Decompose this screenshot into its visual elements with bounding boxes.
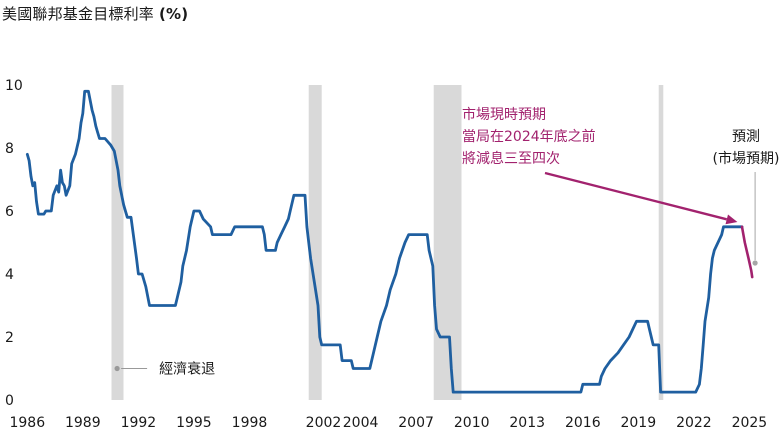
x-tick-label: 1992 bbox=[121, 415, 157, 431]
x-tick-label: 1986 bbox=[9, 415, 45, 431]
x-tick-label: 2004 bbox=[343, 415, 379, 431]
recession-band-4 bbox=[658, 85, 664, 400]
x-tick-label: 1995 bbox=[176, 415, 212, 431]
x-tick-label: 2010 bbox=[454, 415, 490, 431]
x-tick-label: 2002 bbox=[306, 415, 342, 431]
market-expectation-line-2: 當局在2024年底之前 bbox=[462, 128, 596, 145]
y-tick-label: 4 bbox=[5, 267, 14, 283]
x-tick-label: 2016 bbox=[565, 415, 601, 431]
x-tick-label: 2025 bbox=[732, 415, 768, 431]
x-tick-label: 1998 bbox=[232, 415, 268, 431]
forecast-label-line-1: 預測 bbox=[732, 129, 760, 145]
market-expectation-line-1: 市場現時預期 bbox=[462, 106, 546, 123]
y-tick-label: 6 bbox=[5, 204, 14, 220]
recession-band-2 bbox=[308, 85, 322, 400]
market-expectation-line-3: 將減息三至四次 bbox=[462, 150, 560, 167]
x-tick-label: 1989 bbox=[65, 415, 101, 431]
chart-title-text: 美國聯邦基金目標利率 bbox=[2, 5, 155, 23]
recession-band-1 bbox=[111, 85, 124, 400]
recession-label: 經濟衰退 bbox=[159, 361, 215, 378]
expectation-arrow-shaft bbox=[544, 171, 727, 221]
y-tick-label: 0 bbox=[5, 393, 14, 409]
forecast-rate-line bbox=[740, 225, 754, 279]
x-tick-label: 2022 bbox=[676, 415, 712, 431]
recession-marker-dot bbox=[114, 365, 120, 372]
chart-title-unit: (%) bbox=[158, 5, 189, 23]
forecast-marker-dot bbox=[752, 260, 758, 266]
actual-rate-line bbox=[25, 89, 744, 394]
y-tick-label: 2 bbox=[5, 330, 14, 346]
forecast-label-line-2: (市場預期) bbox=[713, 150, 780, 167]
x-tick-label: 2013 bbox=[509, 415, 545, 431]
y-axis-ticks: 0 2 4 6 8 10 bbox=[5, 78, 23, 409]
x-axis-ticks: 1986 1989 1992 1995 1998 2002 2004 2007 2010 2013… bbox=[9, 415, 767, 431]
x-tick-label: 2019 bbox=[620, 415, 656, 431]
x-tick-label: 2007 bbox=[398, 415, 434, 431]
y-tick-label: 10 bbox=[5, 78, 23, 94]
expectation-arrow-head bbox=[725, 214, 738, 225]
y-tick-label: 8 bbox=[5, 141, 14, 157]
series-lines bbox=[25, 89, 754, 394]
recession-band-3 bbox=[433, 85, 462, 400]
chart-title: 美國聯邦基金目標利率 (%) bbox=[2, 3, 188, 24]
